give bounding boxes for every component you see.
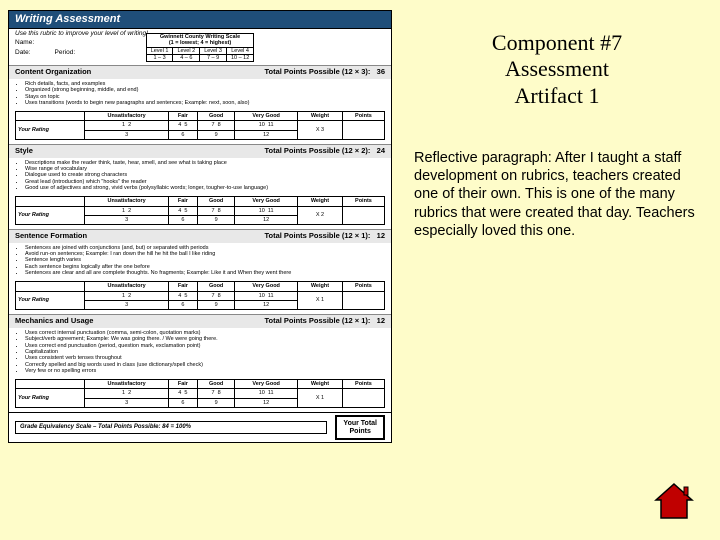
slide-heading: Component #7 Assessment Artifact 1	[414, 30, 700, 109]
date-label: Date:	[15, 49, 31, 56]
rubric-document: Writing Assessment Use this rubric to im…	[8, 10, 392, 443]
scale-table: Gwinnett County Writing Scale(1 = lowest…	[146, 33, 255, 62]
name-label: Name:	[15, 39, 34, 46]
grade-scale: Grade Equivalency Scale – Total Points P…	[15, 421, 327, 434]
doc-title: Writing Assessment	[9, 11, 391, 29]
section: Mechanics and UsageTotal Points Possible…	[9, 314, 391, 408]
section: StyleTotal Points Possible (12 × 2): 24D…	[9, 144, 391, 225]
home-icon[interactable]	[652, 482, 696, 522]
section: Sentence FormationTotal Points Possible …	[9, 229, 391, 310]
total-points-box: Your Total Points	[335, 415, 385, 440]
section: Content OrganizationTotal Points Possibl…	[9, 65, 391, 140]
period-label: Period:	[55, 49, 76, 56]
reflective-paragraph: Reflective paragraph: After I taught a s…	[414, 149, 700, 240]
